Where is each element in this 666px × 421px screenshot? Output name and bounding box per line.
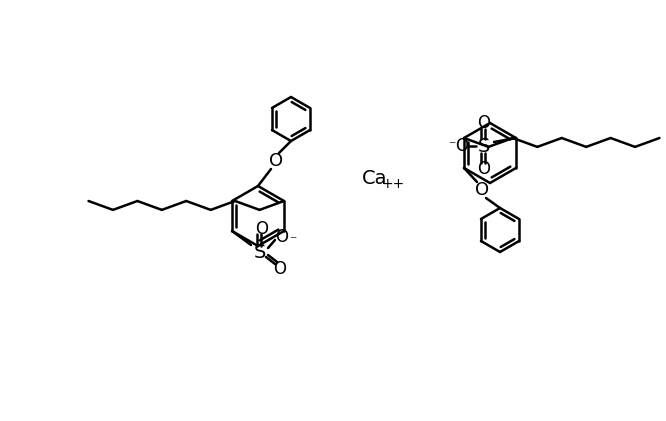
Text: O: O [274, 260, 286, 278]
Text: O: O [475, 181, 489, 199]
Text: ++: ++ [382, 177, 405, 191]
Text: ⁻: ⁻ [289, 234, 297, 248]
Text: O: O [478, 160, 490, 178]
Text: O: O [456, 137, 468, 155]
Text: O: O [256, 220, 268, 238]
Text: S: S [478, 136, 490, 155]
Text: O: O [269, 152, 283, 170]
Text: Ca: Ca [362, 168, 388, 187]
Text: O: O [478, 114, 490, 132]
Text: S: S [254, 243, 266, 263]
Text: ⁻: ⁻ [448, 139, 456, 153]
Text: O: O [276, 228, 288, 246]
